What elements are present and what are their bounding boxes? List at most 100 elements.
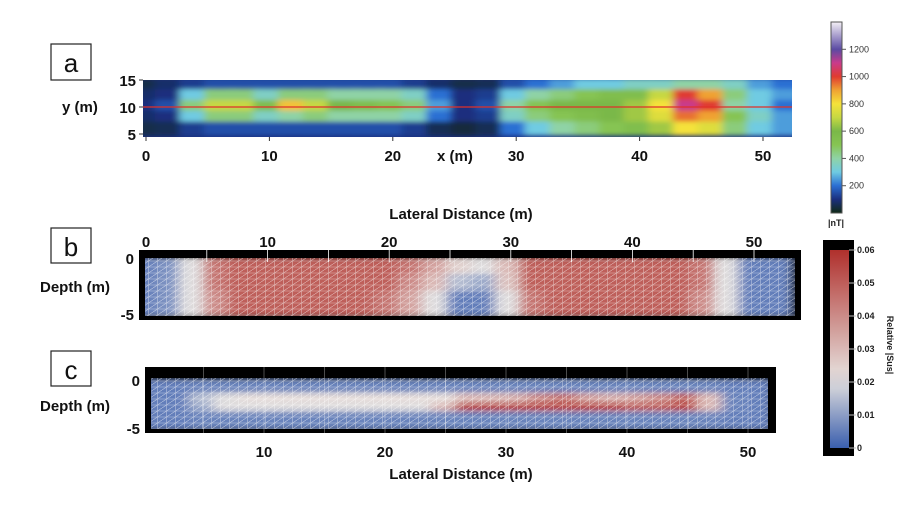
heatmap-cell xyxy=(598,110,631,125)
heatmap-cell xyxy=(697,110,730,125)
colorbar-nT: 200 400 600 800 1000 1200 |nT| xyxy=(828,21,869,228)
x-tick-label: 0 xyxy=(142,148,150,165)
y-tick-label: 0 xyxy=(132,373,140,390)
x-tick-label: 10 xyxy=(259,234,276,251)
colorbar-sus: 0 0.01 0.02 0.03 0.04 0.05 0.06 Relative |Sus| xyxy=(823,240,895,456)
heatmap-cell xyxy=(746,89,780,104)
heatmap-cell xyxy=(549,121,582,136)
heatmap-cell xyxy=(672,110,706,125)
colorbar-nT-gradient xyxy=(830,21,843,214)
panel-label-box-c xyxy=(50,350,92,387)
x-axis-title-b: Lateral Distance (m) xyxy=(389,206,532,223)
heatmap-cell xyxy=(203,121,237,136)
mesh-c xyxy=(151,378,768,429)
x-tick-label: 20 xyxy=(377,444,394,461)
heatmap-cell xyxy=(574,89,607,104)
x-tick-label: 20 xyxy=(381,234,398,251)
heatmap-cell xyxy=(179,89,212,104)
heatmap-cell xyxy=(697,89,730,104)
heatmap-cell xyxy=(352,121,385,136)
colorbar-sus-tick-label: 0.01 xyxy=(857,410,875,420)
heatmap-cell xyxy=(352,110,385,125)
axis-b: 0 10 20 30 40 50 0 -5 xyxy=(121,234,763,324)
heatmap-cell xyxy=(722,121,755,136)
axis-c: 10 20 30 40 50 0 -5 xyxy=(127,367,756,461)
panel-b: b 0 10 20 30 40 50 0 -5 Depth (m) xyxy=(40,227,801,324)
colorbar-sus-title: Relative |Sus| xyxy=(885,316,895,375)
heatmap-cell xyxy=(672,89,706,104)
panel-label-a: a xyxy=(64,48,79,78)
heatmap-cell xyxy=(327,121,360,136)
colorbar-nT-tick-label: 200 xyxy=(849,181,864,191)
heatmap-cell xyxy=(376,110,409,125)
heatmap-cell xyxy=(648,89,681,104)
heatmap-cell xyxy=(475,89,508,104)
heatmap-cell xyxy=(278,110,311,125)
heatmap-cell xyxy=(253,121,286,136)
heatmap-cell xyxy=(500,89,533,104)
heatmap-cell xyxy=(549,89,582,104)
colorbar-nT-tick-label: 1000 xyxy=(849,72,869,82)
x-tick-label: 40 xyxy=(619,444,636,461)
heatmap-cell xyxy=(154,121,187,136)
heatmap-cell xyxy=(623,89,656,104)
heatmap-cell xyxy=(475,110,508,125)
heatmap-cell xyxy=(746,110,780,125)
heatmap-cell xyxy=(648,121,681,136)
heatmap-cell xyxy=(203,110,237,125)
heatmap-cell xyxy=(672,121,706,136)
colorbar-nT-tick-label: 800 xyxy=(849,99,864,109)
heatmap-cell xyxy=(574,121,607,136)
y-tick-label: 0 xyxy=(126,251,134,268)
heatmap-cell xyxy=(228,110,261,125)
heatmap-cell xyxy=(598,121,631,136)
heatmap-cell xyxy=(401,121,434,136)
colorbar-nT-tick-label: 600 xyxy=(849,126,864,136)
y-tick-label: 10 xyxy=(119,100,136,117)
x-axis-label-c: Lateral Distance (m) xyxy=(389,466,532,483)
panel-c: c 10 20 30 40 50 0 -5 Depth (m) Lateral Distan… xyxy=(40,350,776,483)
colorbar-sus-tick-label: 0.06 xyxy=(857,245,875,255)
heatmap-cell xyxy=(524,89,557,104)
heatmap-cell xyxy=(475,121,508,136)
y-tick-label: 15 xyxy=(119,73,136,90)
x-tick-label: 30 xyxy=(498,444,515,461)
heatmap-cell xyxy=(450,110,483,125)
heatmap-cell xyxy=(327,89,360,104)
axis-a: 0 10 20 30 40 50 15 10 5 xyxy=(119,73,771,165)
colorbar-sus-tick-label: 0.05 xyxy=(857,278,875,288)
heatmap-cell xyxy=(376,121,409,136)
heatmap-cell xyxy=(722,110,755,125)
x-tick-label: 50 xyxy=(755,148,772,165)
heatmap-cell xyxy=(524,121,557,136)
heatmap-cell xyxy=(253,89,286,104)
heatmap-cell xyxy=(401,110,434,125)
colorbar-sus-tick-label: 0.04 xyxy=(857,311,875,321)
heatmap-cell xyxy=(549,110,582,125)
heatmap-cell xyxy=(401,89,434,104)
heatmap-cell xyxy=(771,89,792,104)
x-tick-label: 20 xyxy=(384,148,401,165)
heatmap-cell xyxy=(623,110,656,125)
heatmap-cell xyxy=(179,121,212,136)
y-tick-label: -5 xyxy=(127,421,140,438)
heatmap-cell xyxy=(771,121,792,136)
heatmap-cell xyxy=(648,110,681,125)
heatmap-cell xyxy=(203,89,237,104)
heatmap-cell xyxy=(228,89,261,104)
heatmap-cell xyxy=(697,121,730,136)
heatmap-cell xyxy=(154,89,187,104)
heatmap-cell xyxy=(450,121,483,136)
colorbar-sus-tick-label: 0.02 xyxy=(857,377,875,387)
heatmap-cell xyxy=(352,89,385,104)
y-tick-label: 5 xyxy=(128,127,136,144)
x-tick-label: 40 xyxy=(631,148,648,165)
y-axis-label-b: Depth (m) xyxy=(40,279,110,296)
colorbar-sus-tick-label: 0 xyxy=(857,443,862,453)
heatmap-cell xyxy=(500,110,533,125)
x-axis-label-a: x (m) xyxy=(437,148,473,165)
heatmap-cell xyxy=(426,110,459,125)
heatmap-cell xyxy=(574,110,607,125)
heatmap-cell xyxy=(179,110,212,125)
